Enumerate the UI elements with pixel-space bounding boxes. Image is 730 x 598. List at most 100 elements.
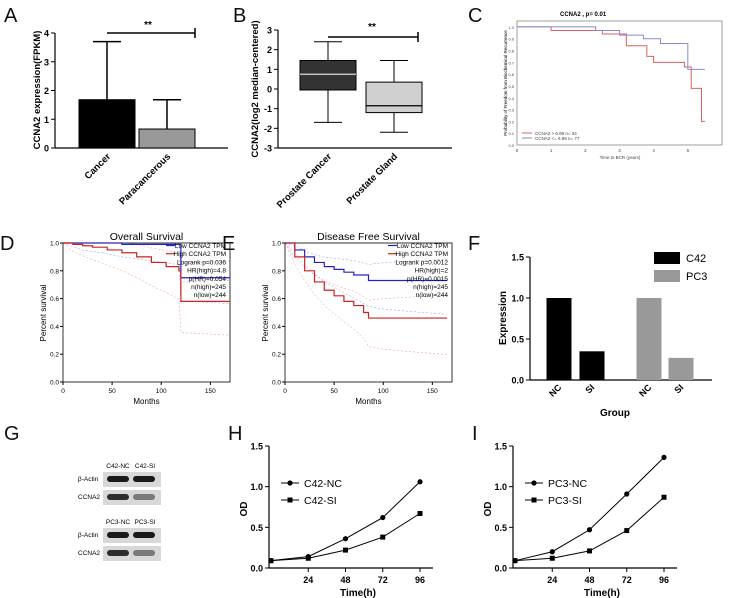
y-tick-label: -2 [264, 124, 272, 134]
x-tick-label: 48 [340, 575, 350, 585]
panel-f-chart: F 0.0 0.5 1.0 1.5 Expression Group NC SI NC SI C42 P… [468, 233, 712, 419]
y-tick-label: 2 [267, 45, 272, 55]
y-tick-label: 0.7 [508, 60, 514, 65]
y-tick-label: 0.6 [50, 296, 59, 303]
y-tick-label: 0.2 [272, 352, 281, 359]
y-tick-label: 0.9 [508, 37, 514, 42]
panel-g-blot: G C42-NC C42-SI β-Actin CCNA2 PC3-NC PC3-SI β-A… [4, 423, 161, 561]
data-point [586, 527, 593, 533]
y-tick-label: 1.0 [272, 241, 281, 248]
x-tick-label: 96 [415, 575, 425, 585]
y-tick-label: 0.8 [508, 49, 514, 54]
confidence-band-upper [63, 242, 231, 283]
blot-band [133, 550, 155, 556]
chart-title: Disease Free Survival [317, 231, 420, 243]
y-axis-label: OD [239, 502, 250, 517]
data-point [512, 558, 518, 564]
legend-label: CCNA2 > 6.99 n= 34 [535, 131, 577, 136]
confidence-band-upper [284, 242, 448, 265]
plot-frame [62, 242, 231, 383]
legend-swatch [654, 270, 680, 282]
x-tick-label: 2 [584, 148, 587, 153]
panel-letter: C [468, 5, 482, 27]
x-tick-label: 100 [378, 388, 389, 395]
blot-band [107, 494, 129, 500]
panel-c-chart: C CCNA2 , p= 0.01 0.0 0.1 0.2 0.3 0.4 0.5 0.6 0.7… [468, 5, 723, 160]
blot-band [107, 532, 129, 538]
data-point [549, 549, 555, 555]
significance-label: ** [368, 22, 376, 33]
blot-membrane [103, 528, 161, 543]
legend-label: PC3 [686, 271, 707, 283]
blot-membrane [103, 546, 161, 561]
legend-marker [287, 480, 293, 486]
y-tick-label: 0.1 [508, 131, 514, 136]
panel-letter: A [4, 5, 18, 27]
y-tick-label: 1.0 [50, 241, 59, 248]
y-axis-label: Percent survival [39, 284, 48, 341]
y-tick-label: 0.5 [511, 335, 524, 345]
y-axis-label: CCNA2(log2 median-centered) [250, 20, 261, 157]
data-point [587, 548, 592, 554]
x-tick-label: 0 [516, 148, 519, 153]
x-tick-label: 50 [331, 388, 339, 395]
legend-label: n(high)=245 [413, 284, 448, 291]
x-axis-label: Time(h) [340, 588, 376, 598]
x-axis-label: Months [133, 397, 159, 406]
x-tick-label: 50 [109, 388, 117, 395]
y-tick-label: 0.4 [508, 96, 514, 101]
survival-line [517, 26, 705, 122]
y-tick-label: 0.8 [272, 268, 281, 275]
y-tick-label: 0.8 [50, 268, 59, 275]
legend-marker [287, 497, 293, 503]
blot-band [107, 550, 129, 556]
panel-i-chart: I 0.0 0.5 1.0 1.5 24 48 72 96 Time(h) OD PC3-NC PC3-… [472, 423, 677, 598]
y-tick-label: 0.0 [272, 380, 281, 387]
x-tick-label: NC [637, 382, 654, 399]
x-tick-label: 1 [550, 148, 553, 153]
x-tick-label: Cancer [83, 151, 114, 182]
y-tick-label: 0.5 [494, 523, 507, 533]
box [299, 59, 357, 91]
y-tick-label: 2 [44, 86, 49, 96]
data-point [342, 536, 349, 542]
legend-label: n(high)=245 [191, 284, 226, 291]
x-tick-label: 0 [61, 388, 65, 395]
lane-label: C42-SI [135, 463, 155, 470]
y-axis-label: Expression [498, 291, 509, 345]
data-point [380, 534, 386, 540]
x-tick-label: 24 [303, 575, 313, 585]
data-point [380, 514, 386, 521]
panel-b-chart: B -3 -2 -1 0 1 2 3 CCNA2(log2 median-centered) Pr… [233, 5, 452, 211]
x-tick-label: 150 [205, 388, 216, 395]
data-point [417, 511, 423, 517]
survival-line [285, 242, 448, 319]
survival-line [285, 242, 448, 282]
data-point [549, 555, 555, 561]
y-tick-label: -3 [264, 144, 272, 154]
confidence-band-lower [62, 242, 231, 336]
legend-label: PC3-NC [548, 478, 588, 490]
lane-label: C42-NC [106, 463, 130, 470]
y-tick-label: -1 [264, 104, 272, 114]
plot-frame [516, 20, 723, 146]
y-tick-label: 0.0 [508, 143, 514, 148]
data-point [268, 558, 274, 564]
panel-letter: D [0, 233, 14, 255]
x-tick-label: 3 [618, 148, 621, 153]
legend-label: Low CCNA2 TPM [397, 243, 448, 250]
panel-h-chart: H 0.0 0.5 1.0 1.5 24 48 72 96 Time(h) OD C42-NC C42-… [228, 423, 433, 598]
x-tick-label: 96 [659, 575, 669, 585]
series-line [514, 457, 665, 562]
x-axis-label: Months [355, 397, 381, 406]
legend-marker [531, 497, 537, 503]
x-tick-label: Prostate Cancer [275, 151, 335, 211]
panel-e-chart: E Disease Free Survival 0.0 0.2 0.4 0.6 0.8 1.0… [222, 231, 453, 406]
blot-row-label: β-Actin [78, 476, 99, 483]
y-tick-label: 1.0 [508, 25, 514, 30]
legend-label: Logrank p=0.0012 [395, 259, 448, 266]
x-tick-label: SI [583, 382, 596, 395]
y-tick-label: 0.0 [50, 380, 59, 387]
x-tick-label: 5 [687, 148, 690, 153]
